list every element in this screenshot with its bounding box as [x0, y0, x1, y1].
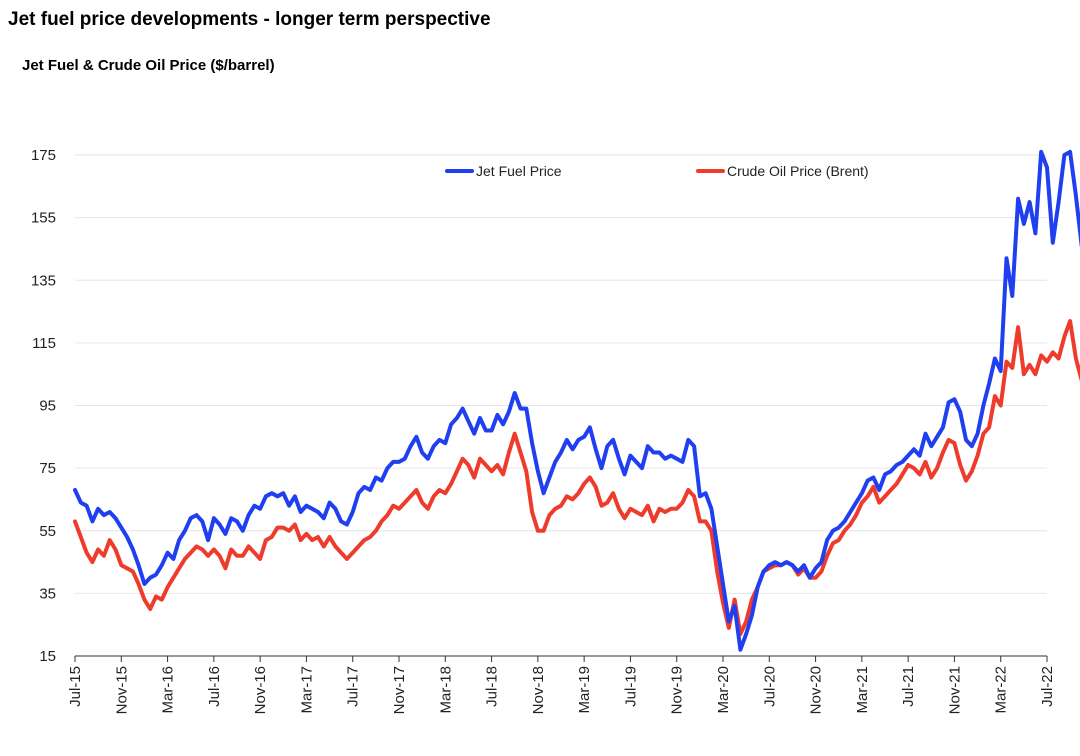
x-tick-label: Jul-21	[900, 666, 917, 707]
x-tick-label: Jul-22	[1039, 666, 1056, 707]
x-tick-label: Mar-20	[715, 666, 732, 714]
chart-title: Jet Fuel & Crude Oil Price ($/barrel)	[22, 57, 275, 74]
series-lines	[73, 149, 1080, 652]
y-tick-label: 155	[31, 210, 56, 227]
x-tick-label: Jul-20	[761, 666, 778, 707]
x-tick-label: Mar-16	[160, 666, 177, 714]
x-axis: Jul-15 Nov-15 Mar-16 Jul-16 Nov-16 Mar-17 Jul-…	[67, 655, 1056, 714]
x-tick-label: Jul-19	[622, 666, 639, 707]
x-tick-label: Jul-16	[206, 666, 223, 707]
y-tick-label: 175	[31, 147, 56, 164]
legend: Jet Fuel Price Crude Oil Price (Brent)	[445, 163, 869, 179]
y-tick-label: 75	[39, 460, 56, 477]
gridlines	[75, 154, 1047, 594]
legend-crude-oil-label: Crude Oil Price (Brent)	[727, 163, 869, 179]
x-tick-label: Mar-19	[576, 666, 593, 714]
x-tick-label: Nov-16	[252, 666, 269, 714]
x-tick-label: Jul-17	[345, 666, 362, 707]
page-title: Jet fuel price developments - longer ter…	[8, 9, 491, 30]
y-tick-label: 95	[39, 398, 56, 415]
x-tick-label: Mar-21	[854, 666, 871, 714]
y-tick-label: 15	[39, 648, 56, 665]
series-line-crude-oil	[73, 319, 1080, 637]
x-tick-label: Mar-18	[437, 666, 454, 714]
x-tick-label: Nov-19	[669, 666, 686, 714]
x-tick-label: Nov-18	[530, 666, 547, 714]
y-tick-label: 35	[39, 585, 56, 602]
y-tick-label: 55	[39, 523, 56, 540]
y-tick-label: 135	[31, 272, 56, 289]
x-tick-label: Nov-15	[113, 666, 130, 714]
x-tick-label: Jul-15	[67, 666, 84, 707]
x-tick-label: Mar-22	[993, 666, 1010, 714]
x-tick-label: Jul-18	[484, 666, 501, 707]
x-tick-label: Nov-20	[808, 666, 825, 714]
x-tick-label: Nov-21	[946, 666, 963, 714]
y-tick-label: 115	[32, 335, 56, 352]
x-tick-label: Mar-17	[298, 666, 315, 714]
legend-jet-fuel-label: Jet Fuel Price	[476, 163, 562, 179]
y-axis-ticks: 15 35 55 75 95 115 135 155 175	[31, 147, 56, 665]
x-tick-label: Nov-17	[391, 666, 408, 714]
series-line-jet-fuel	[73, 149, 1080, 652]
